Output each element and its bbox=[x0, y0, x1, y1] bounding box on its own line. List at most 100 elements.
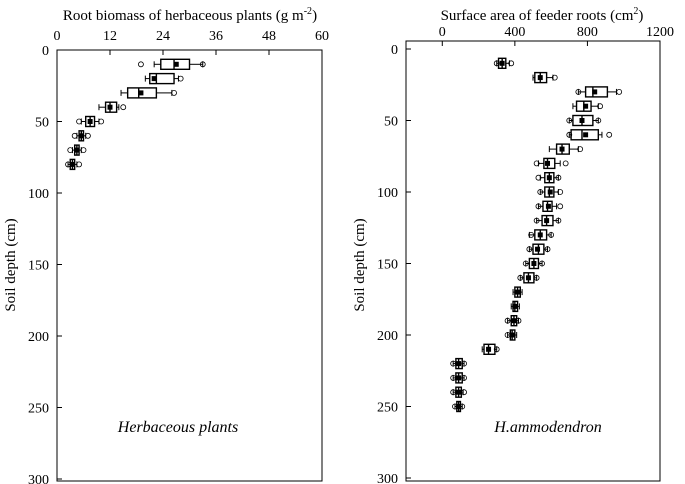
outlier-point bbox=[450, 360, 457, 367]
outlier-point bbox=[575, 89, 582, 95]
outlier-point bbox=[557, 189, 564, 195]
outlier-point bbox=[504, 317, 511, 324]
outlier-point bbox=[459, 403, 466, 410]
mean-marker bbox=[511, 318, 517, 324]
left-box-group bbox=[71, 130, 91, 142]
mean-marker bbox=[515, 289, 521, 295]
left-box-group bbox=[76, 115, 105, 128]
left-y-tick-label: 50 bbox=[35, 116, 49, 131]
mean-marker bbox=[537, 232, 543, 238]
outlier-point bbox=[562, 160, 569, 167]
right-x-tick-label: 1200 bbox=[646, 25, 674, 40]
outlier-point bbox=[461, 374, 467, 381]
left-box-group bbox=[138, 58, 206, 70]
panel-left: Root biomass of herbaceous plants (g m-2… bbox=[3, 6, 329, 484]
right-box-group bbox=[532, 71, 558, 84]
outlier-point bbox=[535, 174, 542, 181]
right-y-tick-label: 100 bbox=[377, 186, 398, 201]
outlier-point bbox=[199, 61, 206, 68]
outlier-point bbox=[535, 203, 542, 210]
right-box-group bbox=[493, 57, 515, 69]
outlier-point bbox=[504, 332, 511, 338]
right-box-group bbox=[481, 343, 500, 355]
left-y-axis-ticks: 0 50 100 150 200 250 300 bbox=[28, 44, 62, 484]
right-y-tick-label: 200 bbox=[377, 329, 398, 344]
right-x-tick-label: 0 bbox=[439, 25, 446, 40]
mean-marker bbox=[537, 75, 543, 81]
outlier-point bbox=[493, 346, 500, 353]
outlier-point bbox=[526, 246, 533, 253]
outlier-point bbox=[537, 189, 544, 195]
right-box-group bbox=[575, 86, 623, 98]
mean-marker bbox=[544, 218, 550, 224]
right-box-group bbox=[450, 372, 467, 384]
right-box-group bbox=[566, 114, 602, 127]
right-box-group bbox=[504, 315, 522, 327]
mean-marker bbox=[107, 104, 113, 110]
right-chart-title: Surface area of feeder roots (cm2) bbox=[441, 6, 644, 24]
outlier-point bbox=[555, 174, 562, 181]
right-box-group bbox=[533, 157, 569, 170]
right-y-tick-label: 50 bbox=[384, 115, 398, 130]
mean-marker bbox=[559, 146, 565, 152]
right-y-axis-ticks: 0 50 100 150 200 250 300 bbox=[377, 43, 411, 484]
outlier-point bbox=[67, 147, 74, 154]
mean-marker bbox=[525, 275, 531, 281]
mean-marker bbox=[456, 404, 462, 409]
panel-right: Surface area of feeder roots (cm2) 0 400 8… bbox=[352, 6, 674, 484]
left-y-axis-label: Soil depth (cm) bbox=[3, 218, 19, 311]
left-box-group bbox=[144, 72, 184, 85]
outlier-point bbox=[450, 374, 457, 381]
outlier-point bbox=[517, 274, 524, 281]
right-box-group bbox=[572, 100, 604, 112]
right-box-group bbox=[537, 186, 564, 198]
left-x-tick-label: 24 bbox=[156, 29, 170, 44]
right-box-group bbox=[504, 329, 518, 341]
left-box-group bbox=[65, 158, 82, 171]
outlier-point bbox=[522, 260, 529, 267]
outlier-point bbox=[533, 160, 540, 167]
outlier-point bbox=[597, 103, 604, 110]
left-y-tick-label: 200 bbox=[28, 330, 49, 345]
mean-marker bbox=[547, 189, 553, 195]
right-y-tick-label: 250 bbox=[377, 401, 398, 416]
left-box-group bbox=[120, 87, 177, 99]
mean-marker bbox=[535, 246, 541, 252]
outlier-point bbox=[71, 132, 78, 139]
right-y-tick-label: 150 bbox=[377, 258, 398, 273]
right-box-group bbox=[535, 200, 564, 213]
left-x-tick-label: 36 bbox=[209, 29, 223, 44]
right-box-group bbox=[450, 386, 467, 398]
left-x-tick-label: 60 bbox=[315, 29, 329, 44]
right-boxplots bbox=[450, 57, 623, 413]
right-y-tick-label: 300 bbox=[377, 472, 398, 484]
mean-marker bbox=[546, 175, 552, 181]
outlier-point bbox=[528, 231, 535, 238]
left-boxplots bbox=[65, 58, 206, 171]
outlier-point bbox=[461, 360, 467, 367]
right-box-group bbox=[548, 143, 584, 155]
right-y-tick-label: 0 bbox=[391, 43, 398, 58]
outlier-point bbox=[557, 203, 564, 210]
mean-marker bbox=[69, 161, 75, 167]
right-box-group bbox=[522, 257, 545, 270]
right-box-group bbox=[452, 400, 466, 413]
outlier-point bbox=[508, 60, 515, 67]
outlier-point bbox=[533, 217, 540, 224]
left-y-tick-label: 150 bbox=[28, 259, 49, 274]
mean-marker bbox=[509, 332, 515, 338]
outlier-point bbox=[177, 75, 184, 82]
outlier-point bbox=[616, 89, 623, 95]
mean-marker bbox=[512, 303, 518, 309]
outlier-point bbox=[493, 60, 500, 67]
left-y-tick-label: 300 bbox=[28, 473, 49, 484]
outlier-point bbox=[539, 260, 545, 267]
left-x-tick-label: 12 bbox=[103, 29, 117, 44]
left-y-tick-label: 0 bbox=[42, 44, 49, 59]
outlier-point bbox=[548, 231, 555, 238]
right-box-group bbox=[566, 129, 613, 141]
outlier-point bbox=[566, 117, 573, 124]
right-x-tick-label: 400 bbox=[504, 25, 525, 40]
left-box-group bbox=[67, 144, 87, 156]
